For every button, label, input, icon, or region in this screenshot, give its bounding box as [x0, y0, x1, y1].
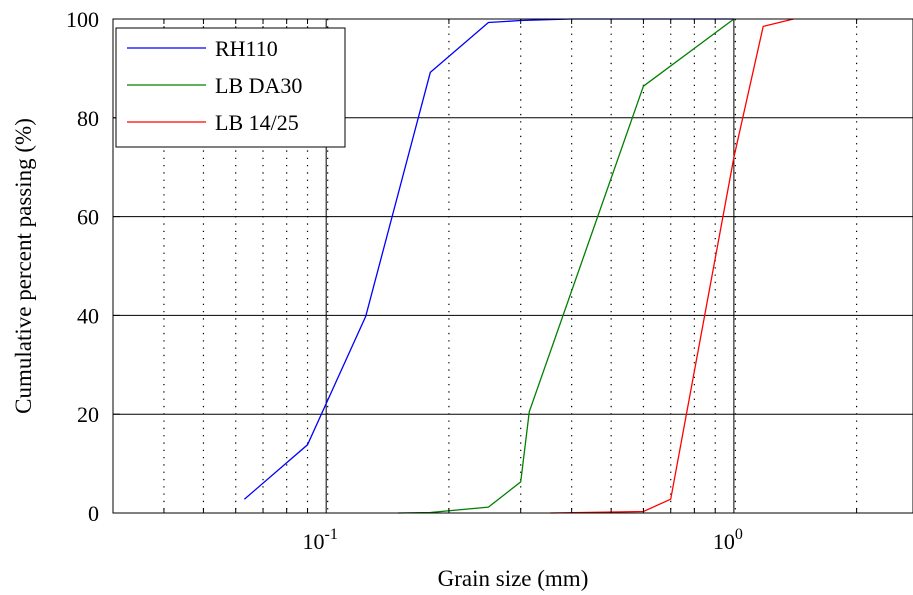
plot-frame — [112, 18, 913, 514]
x-tick-label: 10-1 — [303, 526, 338, 554]
legend-label: LB 14/25 — [215, 110, 299, 135]
legend-label: RH110 — [215, 36, 278, 61]
y-tick-label: 0 — [88, 501, 99, 526]
y-tick-label: 60 — [77, 205, 99, 230]
y-tick-label: 100 — [66, 7, 99, 32]
legend: RH110 LB DA30 LB 14/25 — [115, 27, 346, 148]
y-tick-label: 40 — [77, 303, 99, 328]
y-tick-label: 80 — [77, 106, 99, 131]
axis-ticks: 10-1 100 0 20 40 60 80 100 — [66, 7, 858, 554]
y-tick-label: 20 — [77, 402, 99, 427]
x-tick-label: 100 — [713, 526, 743, 554]
x-axis-title: Grain size (mm) — [438, 566, 589, 591]
legend-label: LB DA30 — [215, 73, 302, 98]
series-line-lb-14-25 — [550, 18, 794, 514]
y-axis-title: Cumulative percent passing (%) — [11, 118, 36, 414]
